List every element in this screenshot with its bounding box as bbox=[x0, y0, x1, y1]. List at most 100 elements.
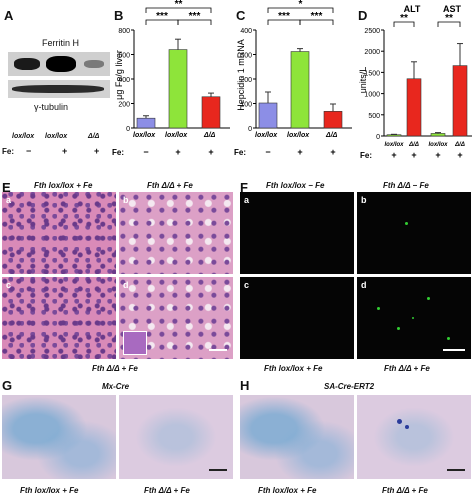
fe-d-4: + bbox=[457, 150, 462, 160]
e-image-a: a bbox=[2, 192, 116, 274]
fe-b-1: − bbox=[143, 147, 148, 157]
panel-label-d: D bbox=[358, 8, 368, 23]
genotype-a-3: Δ/Δ bbox=[88, 133, 100, 140]
fe-d-1: + bbox=[391, 150, 396, 160]
chart-c-ylabel: Hepcidin 1 mRNA bbox=[236, 39, 246, 111]
chart-b-tick-label: 400 bbox=[118, 77, 130, 84]
fe-c-3: + bbox=[330, 147, 335, 157]
chart-d-bar bbox=[386, 134, 402, 137]
h-left-label: Fth lox/lox + Fe bbox=[258, 486, 317, 495]
fe-label-a: Fe: bbox=[2, 147, 14, 156]
ferritin-h-label: Ferritin H bbox=[42, 38, 80, 48]
genotype-c-1: lox/lox bbox=[255, 132, 278, 139]
genotype-c-2: lox/lox bbox=[287, 132, 310, 139]
f-bottom-right-label: Fth Δ/Δ + Fe bbox=[384, 364, 430, 373]
ferritin-blot bbox=[8, 52, 110, 76]
group-alt: ALT bbox=[404, 4, 421, 14]
genotype-d-3: lox/lox bbox=[428, 142, 448, 148]
panel-label-b: B bbox=[114, 8, 124, 23]
f-top-left-label: Fth lox/lox − Fe bbox=[266, 181, 325, 190]
e-scale-bar bbox=[209, 349, 227, 351]
genotype-d-4: Δ/Δ bbox=[454, 142, 465, 148]
chart-d-ylabel: units/L bbox=[358, 67, 368, 94]
chart-b-bar bbox=[201, 96, 221, 129]
chart-c-bar bbox=[258, 102, 278, 129]
chart-b-sig-label: *** bbox=[189, 11, 201, 22]
h-scale-bar bbox=[447, 469, 465, 471]
chart-b-tick-label: 600 bbox=[118, 53, 130, 60]
g-left-label: Fth lox/lox + Fe bbox=[20, 486, 79, 495]
g-right-label: Fth Δ/Δ + Fe bbox=[144, 486, 190, 495]
e-bottom-label: Fth Δ/Δ + Fe bbox=[92, 364, 138, 373]
chart-b-bar bbox=[136, 117, 156, 129]
chart-b-sig-label: *** bbox=[156, 11, 168, 22]
chart-c-bar bbox=[323, 111, 343, 129]
e-image-c: c bbox=[2, 277, 116, 359]
tubulin-label: γ-tubulin bbox=[34, 102, 69, 112]
chart-c-sig-bracket bbox=[299, 19, 334, 25]
chart-d-tick-label: 1000 bbox=[364, 92, 380, 99]
chart-d-plot: 0 500 1000 1500 2000 2500 ** ** bbox=[364, 13, 472, 141]
chart-b-tick-label: 200 bbox=[118, 102, 130, 109]
chart-b-bar bbox=[168, 49, 188, 129]
e-top-right-label: Fth Δ/Δ + Fe bbox=[147, 181, 193, 190]
chart-d-sig-bracket bbox=[437, 21, 461, 27]
chart-b-tick-label: 800 bbox=[118, 28, 130, 35]
chart-b-sig-bracket bbox=[145, 7, 212, 13]
f-top-right-label: Fth Δ/Δ − Fe bbox=[383, 181, 429, 190]
f-image-b: b bbox=[357, 192, 471, 274]
genotype-b-3: Δ/Δ bbox=[203, 132, 216, 139]
fe-b-3: + bbox=[208, 147, 213, 157]
genotype-c-3: Δ/Δ bbox=[325, 132, 338, 139]
chart-b-sig-label: ** bbox=[175, 0, 183, 10]
chart-c-tick-label: 100 bbox=[240, 102, 252, 109]
fe-c-2: + bbox=[297, 147, 302, 157]
chart-c-tick-label: 200 bbox=[240, 77, 252, 84]
chart-c-tick-label: 0 bbox=[248, 126, 252, 133]
tubulin-blot bbox=[8, 80, 110, 98]
g-image-left bbox=[2, 395, 116, 479]
chart-c-bar bbox=[290, 51, 310, 129]
chart-c-sig-label: *** bbox=[311, 11, 323, 22]
panel-label-g: G bbox=[2, 378, 13, 393]
chart-d-bar bbox=[430, 133, 446, 137]
g-scale-bar bbox=[209, 469, 227, 471]
chart-d-sig-bracket bbox=[393, 21, 415, 27]
chart-d-sig-label: ** bbox=[400, 13, 408, 24]
e-inset bbox=[123, 331, 147, 355]
chart-c-tick-label: 300 bbox=[240, 53, 252, 60]
h-image-right bbox=[357, 395, 471, 479]
fe-c-1: − bbox=[265, 147, 270, 157]
f-image-c: c bbox=[240, 277, 354, 359]
fe-label-b: Fe: bbox=[112, 148, 124, 157]
fe-a-3: + bbox=[94, 146, 100, 156]
chart-d-tick-label: 2500 bbox=[364, 28, 380, 35]
genotype-b-1: lox/lox bbox=[133, 132, 156, 139]
fe-label-c: Fe: bbox=[234, 148, 246, 157]
e-image-b: b bbox=[119, 192, 233, 274]
e-image-d: d bbox=[119, 277, 233, 359]
panel-label-c: C bbox=[236, 8, 246, 23]
panel-label-h: H bbox=[240, 378, 250, 393]
chart-d-tick-label: 1500 bbox=[364, 70, 380, 77]
panel-label-f: F bbox=[240, 180, 248, 195]
chart-b-sig-bracket bbox=[177, 19, 212, 25]
genotype-d-1: lox/lox bbox=[384, 142, 404, 148]
chart-b-tick-label: 0 bbox=[126, 126, 130, 133]
chart-d-tick-label: 500 bbox=[368, 113, 380, 120]
chart-d: 0 500 1000 1500 2000 2500 ** ** units/L ALT AST… bbox=[358, 4, 472, 160]
group-ast: AST bbox=[443, 4, 462, 14]
fe-d-3: + bbox=[435, 150, 440, 160]
chart-c-tick-label: 400 bbox=[240, 28, 252, 35]
g-image-right bbox=[119, 395, 233, 479]
fe-a-2: + bbox=[62, 146, 68, 156]
genotype-a-1: lox/lox bbox=[12, 133, 35, 140]
panel-label-e: E bbox=[2, 180, 11, 195]
h-right-label: Fth Δ/Δ + Fe bbox=[382, 486, 428, 495]
chart-c-sig-label: * bbox=[299, 0, 303, 10]
f-image-a: a bbox=[240, 192, 354, 274]
chart-d-bar bbox=[406, 78, 422, 137]
chart-d-tick-label: 2000 bbox=[364, 49, 380, 56]
